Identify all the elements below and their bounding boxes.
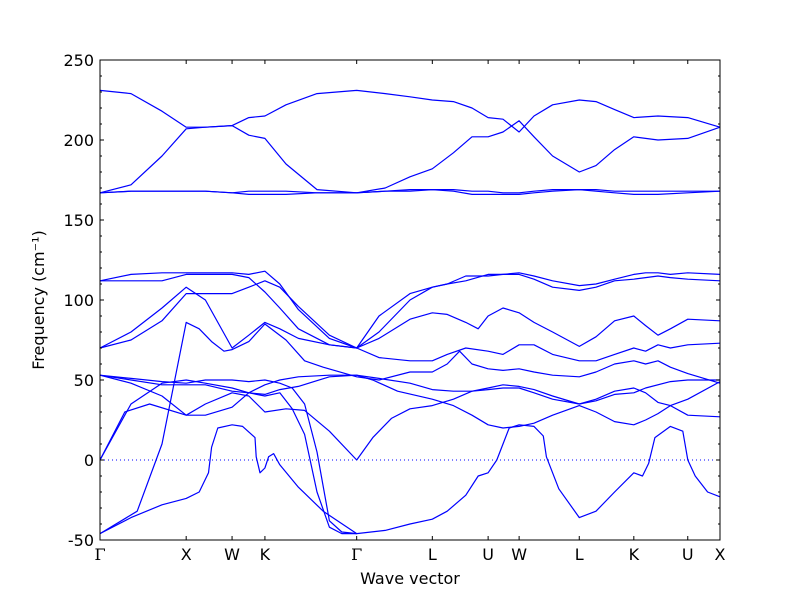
y-axis: -50 0 50 100 150 200 250 bbox=[63, 51, 720, 550]
band-line-1 bbox=[99, 424, 721, 535]
band-series-group bbox=[99, 89, 721, 535]
band-line-8 bbox=[99, 280, 721, 349]
y-tick-label: 100 bbox=[63, 291, 94, 310]
high-symmetry-label: Γ bbox=[94, 545, 105, 564]
high-symmetry-label: L bbox=[428, 545, 437, 564]
high-symmetry-label: X bbox=[181, 545, 192, 564]
y-tick-label: 150 bbox=[63, 211, 94, 230]
high-symmetry-label: K bbox=[260, 545, 271, 564]
high-symmetry-label: Γ bbox=[351, 545, 362, 564]
high-symmetry-label: W bbox=[511, 545, 527, 564]
y-tick-label: 0 bbox=[84, 451, 94, 470]
high-symmetry-label: X bbox=[715, 545, 726, 564]
y-tick-label: 250 bbox=[63, 51, 94, 70]
y-tick-label: -50 bbox=[68, 531, 94, 550]
x-axis-title: Wave vector bbox=[360, 569, 460, 588]
band-line-10 bbox=[100, 273, 721, 349]
high-symmetry-label: L bbox=[575, 545, 584, 564]
high-symmetry-label: W bbox=[224, 545, 240, 564]
high-symmetry-label: K bbox=[629, 545, 640, 564]
high-symmetry-label: U bbox=[482, 545, 494, 564]
band-line-7 bbox=[99, 374, 721, 429]
band-line-2 bbox=[99, 321, 721, 535]
y-tick-label: 50 bbox=[74, 371, 94, 390]
y-axis-title: Frequency (cm⁻¹) bbox=[29, 230, 48, 369]
band-line-11 bbox=[99, 270, 721, 349]
band-line-3 bbox=[99, 384, 721, 461]
band-line-9 bbox=[99, 286, 721, 362]
y-tick-label: 200 bbox=[63, 131, 94, 150]
band-line-5 bbox=[99, 374, 357, 535]
band-line-6 bbox=[99, 374, 720, 405]
high-symmetry-label: U bbox=[682, 545, 694, 564]
band-line-15 bbox=[99, 89, 721, 194]
band-line-13 bbox=[99, 189, 721, 195]
